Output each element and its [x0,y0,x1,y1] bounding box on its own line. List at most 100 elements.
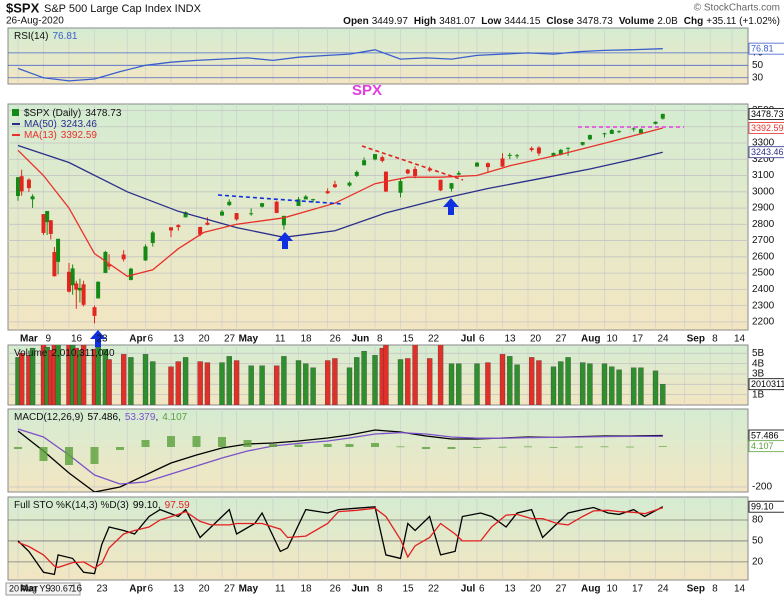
candle-body [150,232,155,244]
arrow [443,198,459,215]
x-tick-label: 26 [330,584,342,595]
value-tag [748,500,784,513]
arrow [277,232,293,249]
x-tick-label: 9 [46,334,52,345]
histogram-bar [422,447,430,449]
legend-title: Full STO %K(14,3) %D(3) [14,500,129,511]
y-tick-label: 2300 [752,300,775,311]
volume-bar [507,356,513,405]
histogram-bar [575,446,583,448]
candle-body [143,246,148,261]
volume-bar [80,345,87,405]
candle-body [529,148,534,151]
y-tick-label: 30 [752,72,764,83]
histogram-bar [473,447,481,448]
y-tick-label: 20 [752,557,764,568]
quote-label: High [414,16,436,27]
histogram-bar [626,446,634,448]
x-tick-label: 13 [505,334,517,345]
candle-body [74,283,79,290]
cursor-box [5,582,81,596]
y-tick-label: 3200 [752,154,775,165]
x-tick-label: 8 [377,334,383,345]
y-tick-label: -200 [752,482,772,493]
volume-bar [601,363,608,405]
x-tick-label: 27 [224,584,236,595]
histogram-bar [294,444,303,447]
marks [15,345,666,405]
histogram-bar [345,444,354,447]
y-tick-label: 50 [752,60,764,71]
candle-body [19,176,24,192]
candle-body [653,121,658,124]
legend-title: Volume [14,348,48,359]
x-tick-label: 20 [199,334,211,345]
quote-value: 3444.15 [504,16,541,27]
y-tick-label: 2900 [752,203,775,214]
y-tick-label: 80 [752,515,764,526]
volume-bar [182,357,189,405]
y-tick-label: 2800 [752,219,775,230]
candle-body [81,284,86,305]
candle-body [485,163,490,168]
symbol: $SPX [6,0,40,15]
value-tag-label: 4.107 [751,441,774,451]
x-tick-label: 8 [712,584,718,595]
y-tick-label: 50 [752,536,764,547]
legend-entry: MA(13) 3392.59 [24,130,97,141]
x-tick-label: 11 [275,334,286,345]
volume-bar [303,363,309,405]
volume-bar [499,354,506,405]
y-tick-label: 3300 [752,138,775,149]
volume-bar [383,345,389,405]
x-tick-label: Apr [129,584,146,595]
value-tag [748,378,784,391]
y-tick-label: 2400 [752,284,775,295]
candle-body [456,173,461,175]
volume-bar [372,355,378,405]
volume-bar [550,366,557,405]
candle-body [107,264,112,267]
value-tag [748,122,784,134]
panels: 305070RSI(14)76.8176.8122002300240025002… [7,27,784,581]
legend-entry: Volume 2,010,311,040 [14,348,115,359]
x-tick-label: Mar [20,334,38,345]
candle-body [536,147,541,154]
legend-name: MA(50) [24,119,57,130]
value-tag-label: 3243.46 [751,147,784,157]
value-tag [748,146,784,159]
volume-bar [354,357,360,405]
x-tick-label: May [239,334,259,345]
candle-body [52,251,57,277]
legend-entry: RSI(14) 76.81 [14,31,78,42]
candle-body [16,177,20,197]
candle-body [380,157,385,161]
candle-body [70,268,75,286]
x-tick-label: 11 [275,584,286,595]
legend-value: 99.10 [133,500,158,511]
volume-bar [175,361,181,405]
volume-bar [565,357,571,405]
x-tick-label: 16 [71,584,83,595]
candle-body [347,182,352,186]
legend-value: 57.486 [87,412,118,423]
candle-body [475,162,479,167]
x-tick-label: Sep [687,584,705,595]
y-tick-label: 2700 [752,235,775,246]
x-tick-label: 13 [173,334,185,345]
candle-body [500,158,505,167]
volume-bar [397,359,404,405]
candle-body [45,210,50,223]
legend-separator: , [158,500,161,511]
candle-body [551,152,556,157]
x-tick-label: 20 [199,584,211,595]
index-name: S&P 500 Large Cap Index INDX [44,3,202,15]
volume-bar [514,364,520,405]
volume-bar [197,361,203,405]
histogram-bar [371,443,379,447]
value-tag-label: 3478.73 [751,109,784,119]
legend-value: 3478.73 [85,108,122,119]
